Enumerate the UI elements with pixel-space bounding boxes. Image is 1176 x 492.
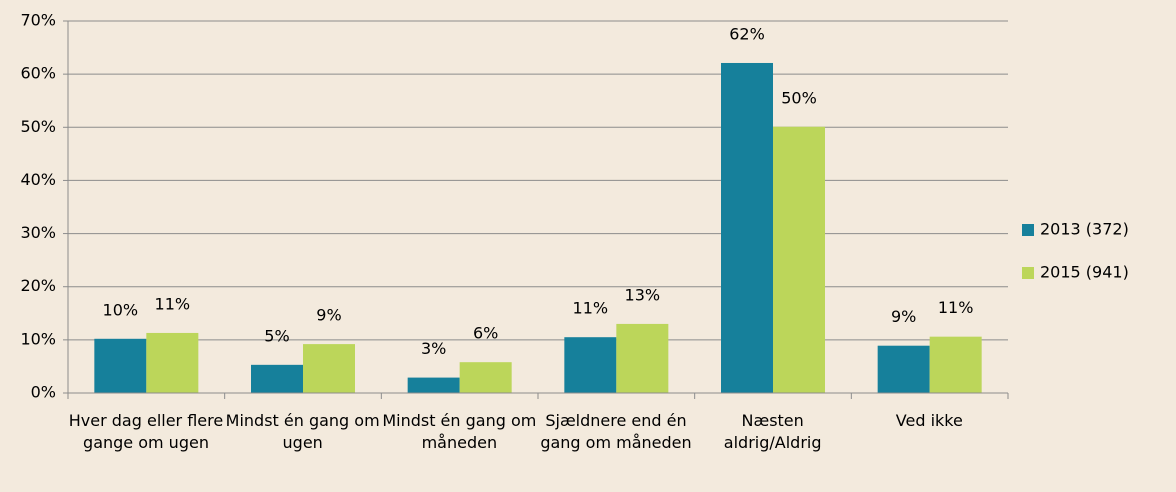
bar: [303, 344, 355, 393]
bar: [251, 364, 303, 393]
y-tick-label: 50%: [20, 117, 56, 136]
legend-label: 2013 (372): [1040, 220, 1129, 239]
bar: [877, 345, 930, 393]
value-label: 62%: [729, 24, 765, 43]
value-label: 6%: [473, 324, 498, 343]
bar: [407, 377, 460, 393]
y-tick-label: 30%: [20, 223, 56, 242]
bar: [773, 126, 825, 394]
value-label: 9%: [891, 307, 916, 326]
y-tick-label: 0%: [31, 383, 56, 402]
value-label: 13%: [625, 285, 661, 304]
bar: [459, 362, 512, 393]
y-tick-label: 60%: [20, 64, 56, 83]
legend-label: 2015 (941): [1040, 263, 1129, 282]
bar: [146, 332, 199, 393]
bar: [929, 336, 982, 393]
value-label: 5%: [264, 326, 289, 345]
x-tick-label: Hver dag eller flere gange om ugen: [68, 411, 224, 452]
legend-swatch: [1022, 267, 1034, 279]
value-label: 11%: [155, 294, 191, 313]
x-tick-label: Sjældnere end én gang om måneden: [540, 411, 692, 452]
y-tick-label: 20%: [20, 276, 56, 295]
bar: [616, 323, 669, 393]
value-label: 50%: [781, 88, 817, 107]
x-tick-label: Næsten aldrig/Aldrig: [723, 411, 822, 452]
value-label: 10%: [103, 300, 139, 319]
bar: [564, 337, 617, 393]
x-tick-label: Ved ikke: [895, 411, 963, 430]
bar: [94, 338, 147, 393]
value-label: 11%: [938, 298, 974, 317]
value-label: 9%: [316, 306, 341, 325]
y-tick-label: 40%: [20, 170, 56, 189]
y-tick-label: 70%: [20, 11, 56, 30]
value-label: 11%: [573, 299, 609, 318]
x-tick-label: Mindst én gang om måneden: [382, 411, 537, 452]
legend-swatch: [1022, 224, 1034, 236]
x-tick-label: Mindst én gang om ugen: [225, 411, 380, 452]
bar: [721, 62, 773, 394]
y-tick-label: 10%: [20, 329, 56, 348]
value-label: 3%: [421, 339, 446, 358]
